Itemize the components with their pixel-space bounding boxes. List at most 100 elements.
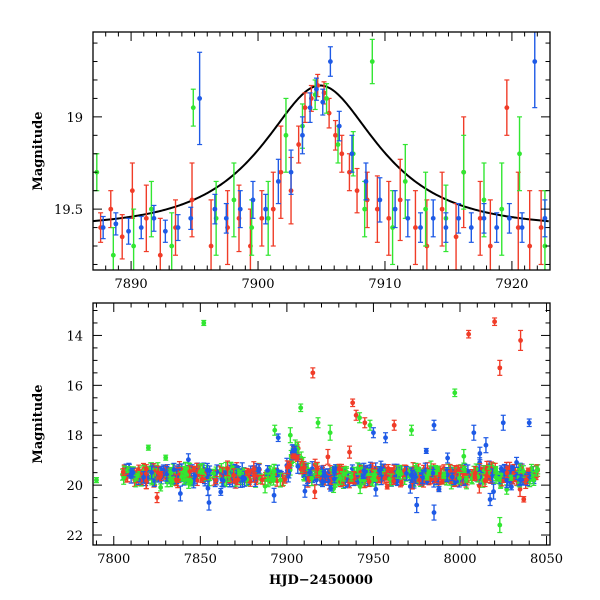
- baseline-point-green: [424, 474, 430, 480]
- baseline-point-green: [309, 475, 315, 481]
- data-point-blue-22: [349, 151, 355, 157]
- baseline-point-green: [441, 472, 447, 478]
- baseline-point-green: [457, 475, 462, 481]
- data-point-green-9: [265, 215, 271, 221]
- baseline-point-red: [439, 479, 445, 485]
- x-tick-label: 8050: [530, 552, 563, 567]
- baseline-point-blue: [436, 486, 442, 492]
- data-point-blue-28: [430, 215, 436, 221]
- data-point-green-1: [272, 427, 278, 433]
- baseline-point-green: [395, 469, 401, 475]
- top-panel-zoom-light-curve: 7890 7900 7910 7920 19 19.5 Magnitude: [31, 31, 551, 292]
- data-point-green-17: [369, 59, 375, 64]
- x-tick-label: 8000: [443, 552, 476, 567]
- y-tick-label: 20: [66, 479, 83, 494]
- data-point-red-32: [439, 206, 445, 212]
- data-point-red-24: [347, 169, 352, 175]
- baseline-point-green: [236, 470, 242, 476]
- data-point-green-1: [110, 252, 116, 258]
- baseline-point-blue: [328, 485, 334, 491]
- baseline-point-red: [235, 477, 241, 483]
- data-point-blue-14: [275, 179, 281, 184]
- data-point-green-22: [461, 169, 467, 175]
- baseline-point-red: [325, 454, 331, 460]
- data-point-blue-15: [288, 169, 294, 175]
- baseline-point-green: [473, 466, 479, 472]
- y-tick-label: 16: [66, 379, 83, 394]
- baseline-point-blue: [307, 470, 313, 475]
- data-point-red-38: [515, 225, 521, 230]
- baseline-point-blue: [410, 473, 415, 479]
- data-point-red-0: [310, 370, 316, 376]
- baseline-point-green: [277, 477, 283, 483]
- data-point-green-24: [499, 206, 505, 212]
- data-point-blue-3: [138, 225, 144, 230]
- baseline-point-blue: [407, 484, 413, 489]
- baseline-point-green: [338, 475, 343, 481]
- data-point-blue-17: [307, 105, 313, 111]
- data-point-green-11: [94, 477, 99, 483]
- baseline-point-blue: [378, 466, 384, 472]
- baseline-point-blue: [449, 474, 455, 480]
- data-point-blue-10: [223, 215, 229, 221]
- baseline-point-red: [244, 469, 250, 475]
- baseline-point-blue: [430, 470, 436, 476]
- bottom-panel-full-light-curve: 7800 7850 7900 7950 8000 8050 14 16 18 20 22 Magnit…: [31, 302, 563, 567]
- baseline-point-green: [271, 469, 277, 475]
- baseline-point-blue: [445, 455, 451, 461]
- data-point-blue-36: [532, 59, 538, 64]
- data-point-blue-5: [483, 442, 489, 448]
- data-point-blue-1: [371, 430, 376, 436]
- data-point-blue-19: [320, 99, 326, 105]
- data-point-blue-9: [431, 510, 437, 515]
- baseline-point-green: [181, 477, 187, 483]
- baseline-point-blue: [191, 475, 197, 481]
- baseline-point-green: [521, 469, 526, 474]
- data-point-green-9: [452, 390, 458, 396]
- data-point-red-1: [108, 206, 114, 212]
- data-point-green-8: [249, 225, 255, 230]
- data-point-red-12: [259, 215, 265, 221]
- baseline-point-green: [134, 474, 140, 480]
- data-point-blue-16: [300, 132, 305, 138]
- baseline-point-green: [508, 475, 514, 481]
- baseline-point-green: [461, 453, 467, 459]
- data-point-red-7: [497, 365, 503, 371]
- data-point-green-16: [362, 206, 368, 212]
- baseline-point-blue: [331, 467, 337, 472]
- data-point-red-4: [391, 422, 397, 428]
- baseline-point-green: [463, 476, 469, 482]
- x-tick-label: 7890: [115, 277, 148, 292]
- baseline-point-red: [452, 470, 458, 476]
- baseline-point-green: [531, 477, 537, 483]
- baseline-point-red: [347, 449, 352, 455]
- data-point-green-2: [131, 243, 137, 249]
- baseline-point-green: [262, 483, 268, 489]
- baseline-point-blue: [491, 489, 496, 495]
- baseline-point-blue: [477, 451, 483, 456]
- baseline-point-red: [504, 470, 510, 476]
- baseline-point-blue: [256, 466, 262, 472]
- data-point-red-7: [189, 197, 195, 203]
- data-point-green-3: [148, 206, 154, 212]
- data-point-green-7: [367, 422, 373, 428]
- data-point-red-9: [154, 495, 160, 500]
- x-tick-label: 7850: [184, 552, 217, 567]
- baseline-point-green: [317, 470, 323, 476]
- baseline-point-green: [348, 474, 354, 480]
- data-point-green-13: [324, 96, 329, 101]
- data-point-red-16: [296, 142, 302, 147]
- baseline-point-blue: [130, 470, 136, 475]
- data-point-red-33: [453, 234, 459, 240]
- data-point-green-23: [481, 197, 487, 203]
- data-point-red-4: [143, 215, 149, 221]
- baseline-point-blue: [418, 471, 424, 476]
- baseline-point-green: [534, 468, 539, 474]
- x-tick-label: 7800: [97, 552, 130, 567]
- y-tick-label: 14: [66, 329, 83, 344]
- data-point-red-13: [270, 206, 276, 212]
- baseline-point-blue: [220, 478, 226, 483]
- data-point-blue-27: [418, 225, 423, 230]
- data-point-blue-26: [405, 215, 411, 221]
